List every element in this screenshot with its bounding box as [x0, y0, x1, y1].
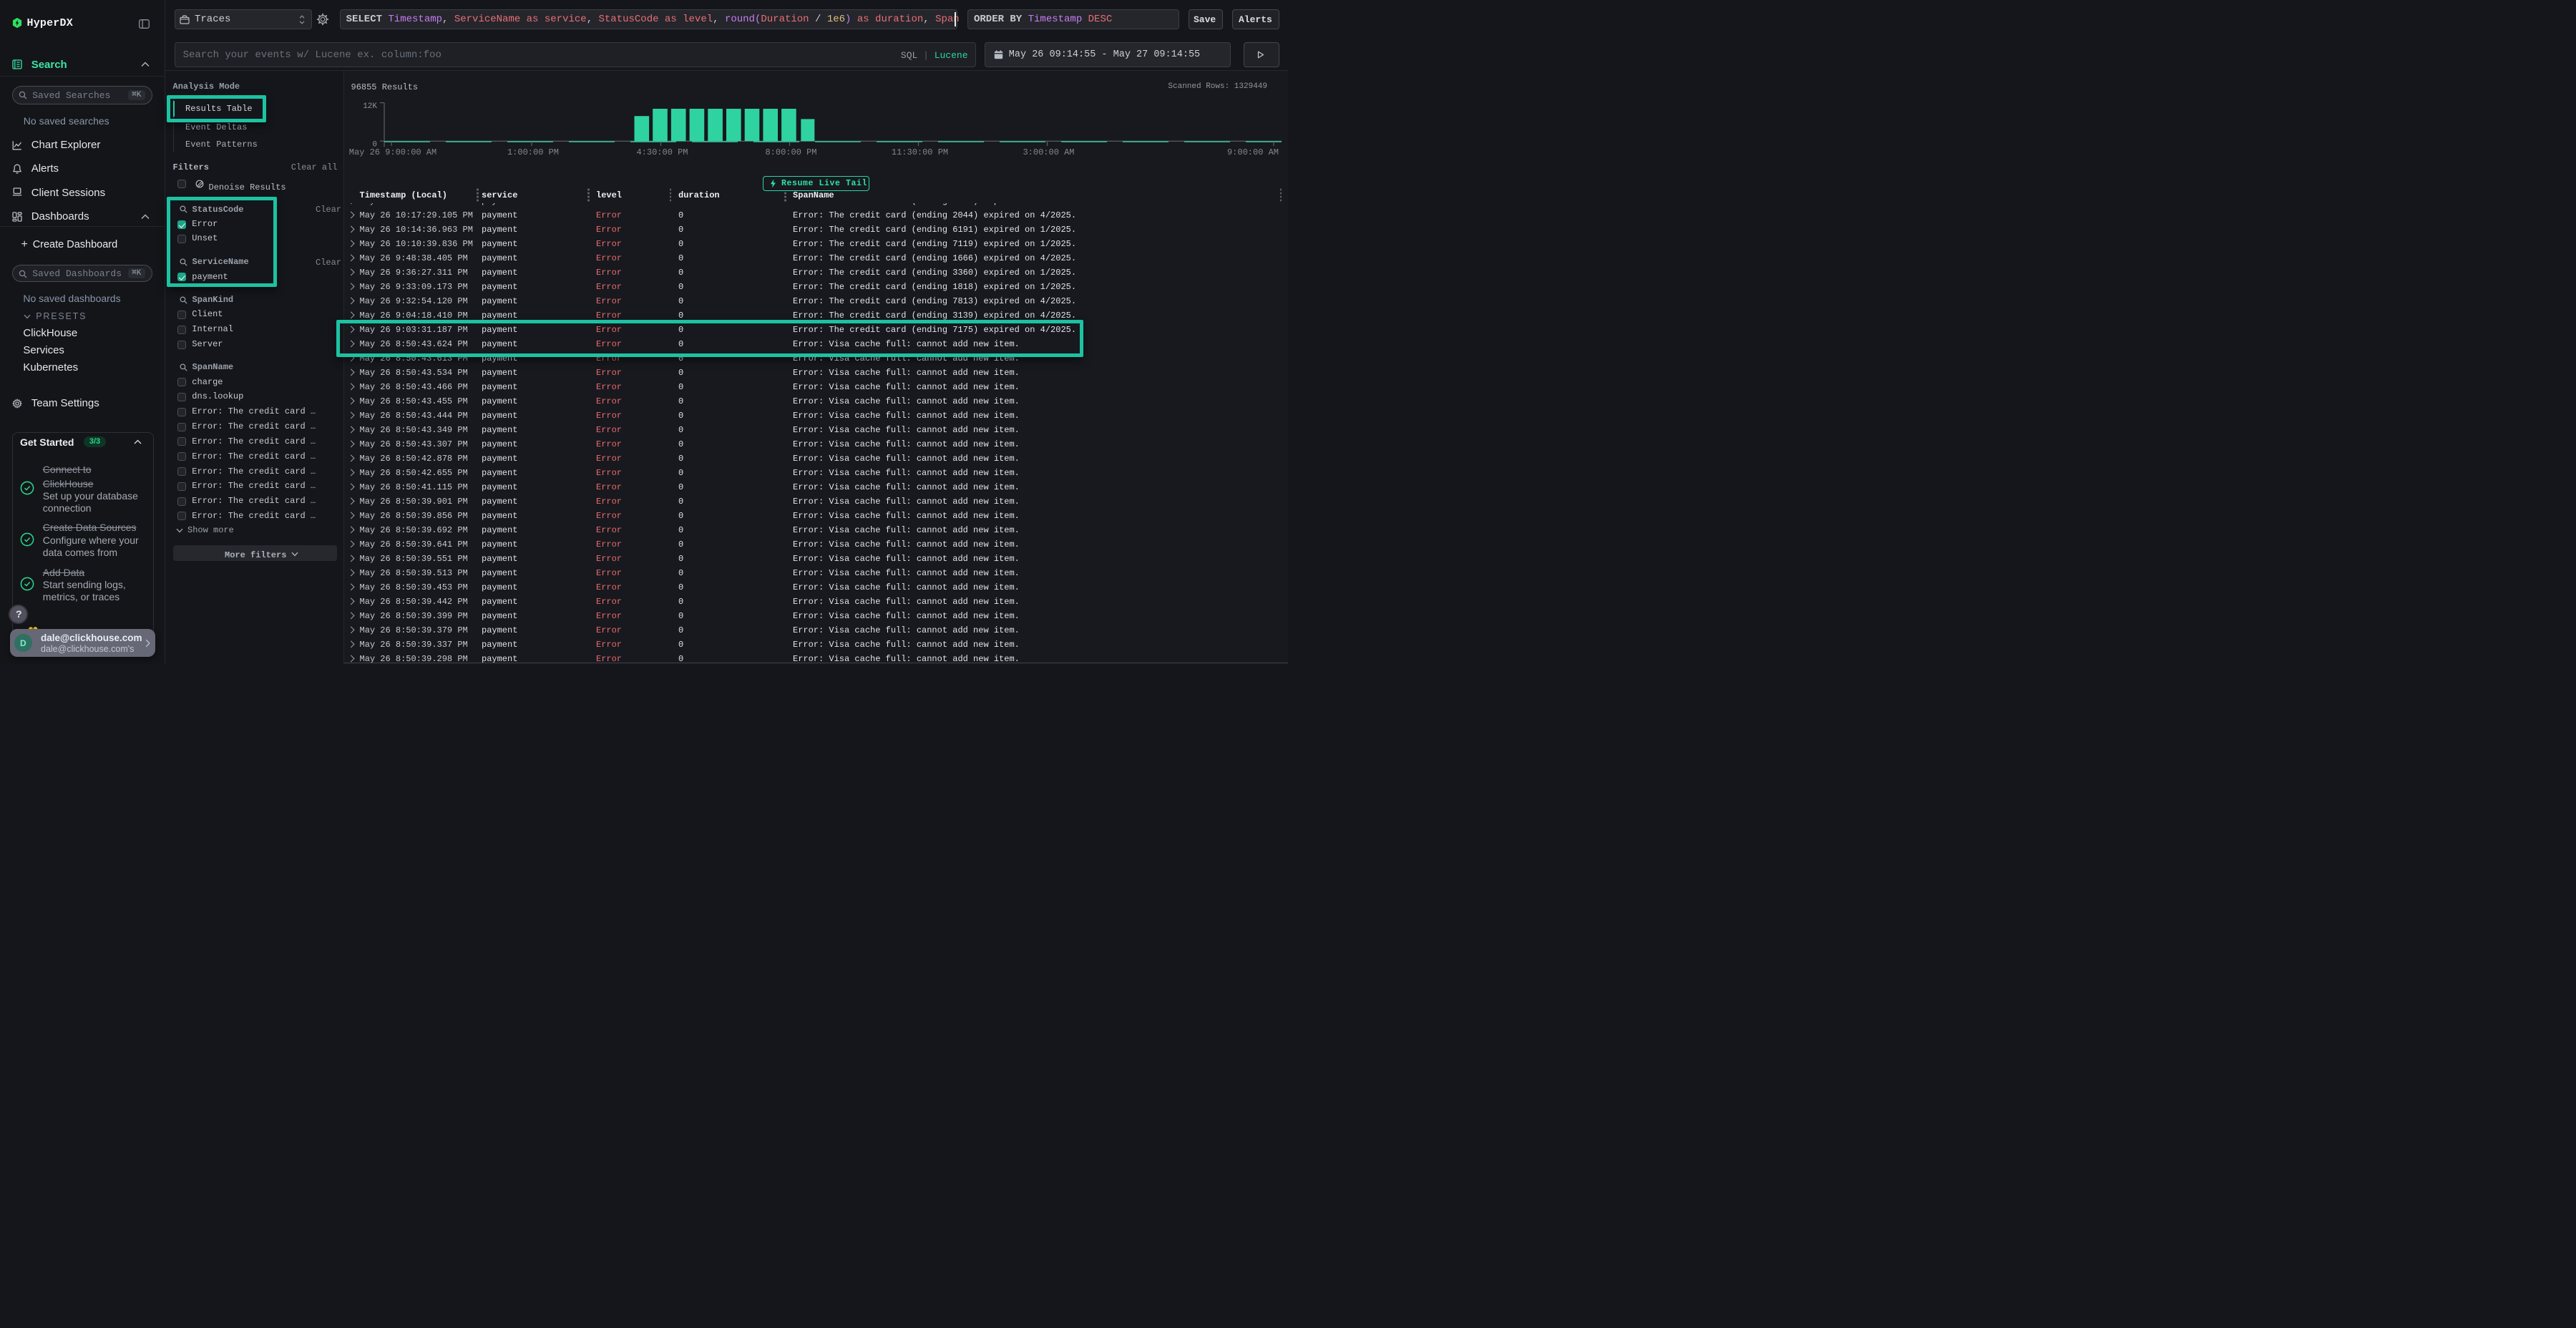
svg-text:May 26 9:00:00 AM: May 26 9:00:00 AM — [349, 147, 436, 157]
svg-text:12K: 12K — [363, 102, 377, 111]
svg-text:8:00:00 PM: 8:00:00 PM — [765, 147, 816, 157]
svg-text:0: 0 — [372, 140, 377, 149]
svg-text:1:00:00 PM: 1:00:00 PM — [507, 147, 559, 157]
svg-text:11:30:00 PM: 11:30:00 PM — [892, 147, 948, 157]
svg-text:3:00:00 AM: 3:00:00 AM — [1023, 147, 1074, 157]
svg-text:4:30:00 PM: 4:30:00 PM — [636, 147, 688, 157]
svg-text:9:00:00 AM: 9:00:00 AM — [1227, 147, 1279, 157]
